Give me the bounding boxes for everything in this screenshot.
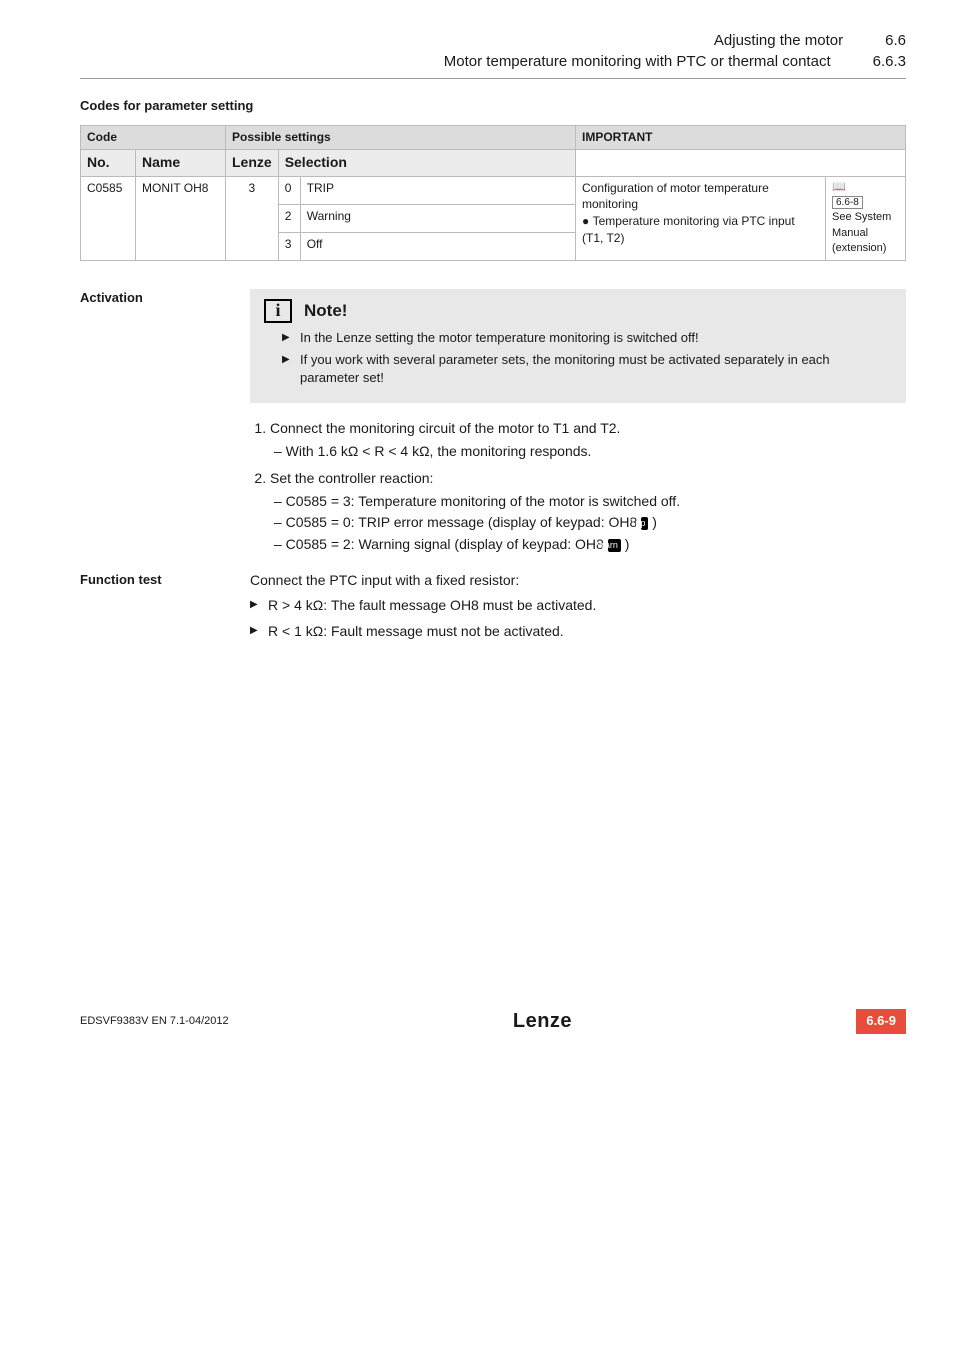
footer-doc: EDSVF9383V EN 7.1-04/2012: [80, 1014, 229, 1029]
ref-l3: (extension): [832, 242, 886, 254]
note-item-0: In the Lenze setting the motor temperatu…: [300, 329, 892, 347]
cell-opt-t-1: Warning: [300, 204, 575, 232]
header-title-1: Adjusting the motor: [714, 30, 843, 51]
cell-opt-t-0: TRIP: [300, 176, 575, 204]
page-header: Adjusting the motor 6.6 Motor temperatur…: [80, 30, 906, 79]
note-item-1: If you work with several parameter sets,…: [300, 351, 892, 387]
ref-l1: See System: [832, 211, 891, 223]
step-1-sub: – With 1.6 kΩ < R < 4 kΩ, the monitoring…: [274, 442, 906, 462]
cell-opt-v-2: 3: [278, 232, 300, 260]
cell-important: Configuration of motor temperature monit…: [576, 176, 826, 260]
cell-lenze: 3: [226, 176, 279, 260]
step-2-sub-1: – C0585 = 0: TRIP error message (display…: [274, 513, 906, 533]
cell-no: C0585: [81, 176, 136, 260]
header-num-2: 6.6.3: [873, 51, 906, 72]
footer-brand: Lenze: [513, 1007, 572, 1035]
step-2-text: Set the controller reaction:: [270, 470, 433, 486]
section-codes-label: Codes for parameter setting: [80, 97, 906, 115]
warn-badge: Warn: [608, 539, 621, 552]
th-lenze: Lenze: [226, 149, 279, 176]
ft-item-0: R > 4 kΩ: The fault message OH8 must be …: [250, 596, 906, 616]
ref-l2: Manual: [832, 227, 868, 239]
cell-opt-v-0: 0: [278, 176, 300, 204]
page-footer: EDSVF9383V EN 7.1-04/2012 Lenze 6.6-9: [80, 1007, 906, 1035]
ft-item-1: R < 1 kΩ: Fault message must not be acti…: [250, 622, 906, 642]
cell-opt-t-2: Off: [300, 232, 575, 260]
function-test-label: Function test: [80, 571, 250, 648]
function-test-intro: Connect the PTC input with a fixed resis…: [250, 571, 906, 591]
step-2-sub-2: – C0585 = 2: Warning signal (display of …: [274, 535, 906, 555]
th-no: No.: [81, 149, 136, 176]
header-num-1: 6.6: [885, 30, 906, 51]
cell-name: MONIT OH8: [136, 176, 226, 260]
header-title-2: Motor temperature monitoring with PTC or…: [444, 51, 831, 72]
note-box: i Note! In the Lenze setting the motor t…: [250, 289, 906, 404]
th-code: Code: [81, 126, 226, 150]
note-title: Note!: [304, 299, 347, 323]
step-2: Set the controller reaction: – C0585 = 3…: [270, 469, 906, 554]
book-icon: 📖: [832, 181, 846, 193]
important-line-0: Configuration of motor temperature monit…: [582, 181, 769, 212]
th-important: IMPORTANT: [576, 126, 906, 150]
activation-label: Activation: [80, 289, 250, 563]
footer-page: 6.6-9: [856, 1009, 906, 1033]
parameter-table: Code Possible settings IMPORTANT No. Nam…: [80, 125, 906, 260]
cell-opt-v-1: 2: [278, 204, 300, 232]
th-possible: Possible settings: [226, 126, 576, 150]
step-1-text: Connect the monitoring circuit of the mo…: [270, 420, 620, 436]
info-icon: i: [264, 299, 292, 323]
trip-badge: Trip: [641, 517, 648, 530]
ref-link[interactable]: 6.6-8: [832, 196, 863, 209]
important-line-1: Temperature monitoring via PTC input (T1…: [582, 214, 795, 245]
th-name: Name: [136, 149, 226, 176]
step-2-sub-0: – C0585 = 3: Temperature monitoring of t…: [274, 492, 906, 512]
cell-ref: 📖 6.6-8 See System Manual (extension): [826, 176, 906, 260]
th-selection: Selection: [278, 149, 575, 176]
step-1: Connect the monitoring circuit of the mo…: [270, 419, 906, 461]
